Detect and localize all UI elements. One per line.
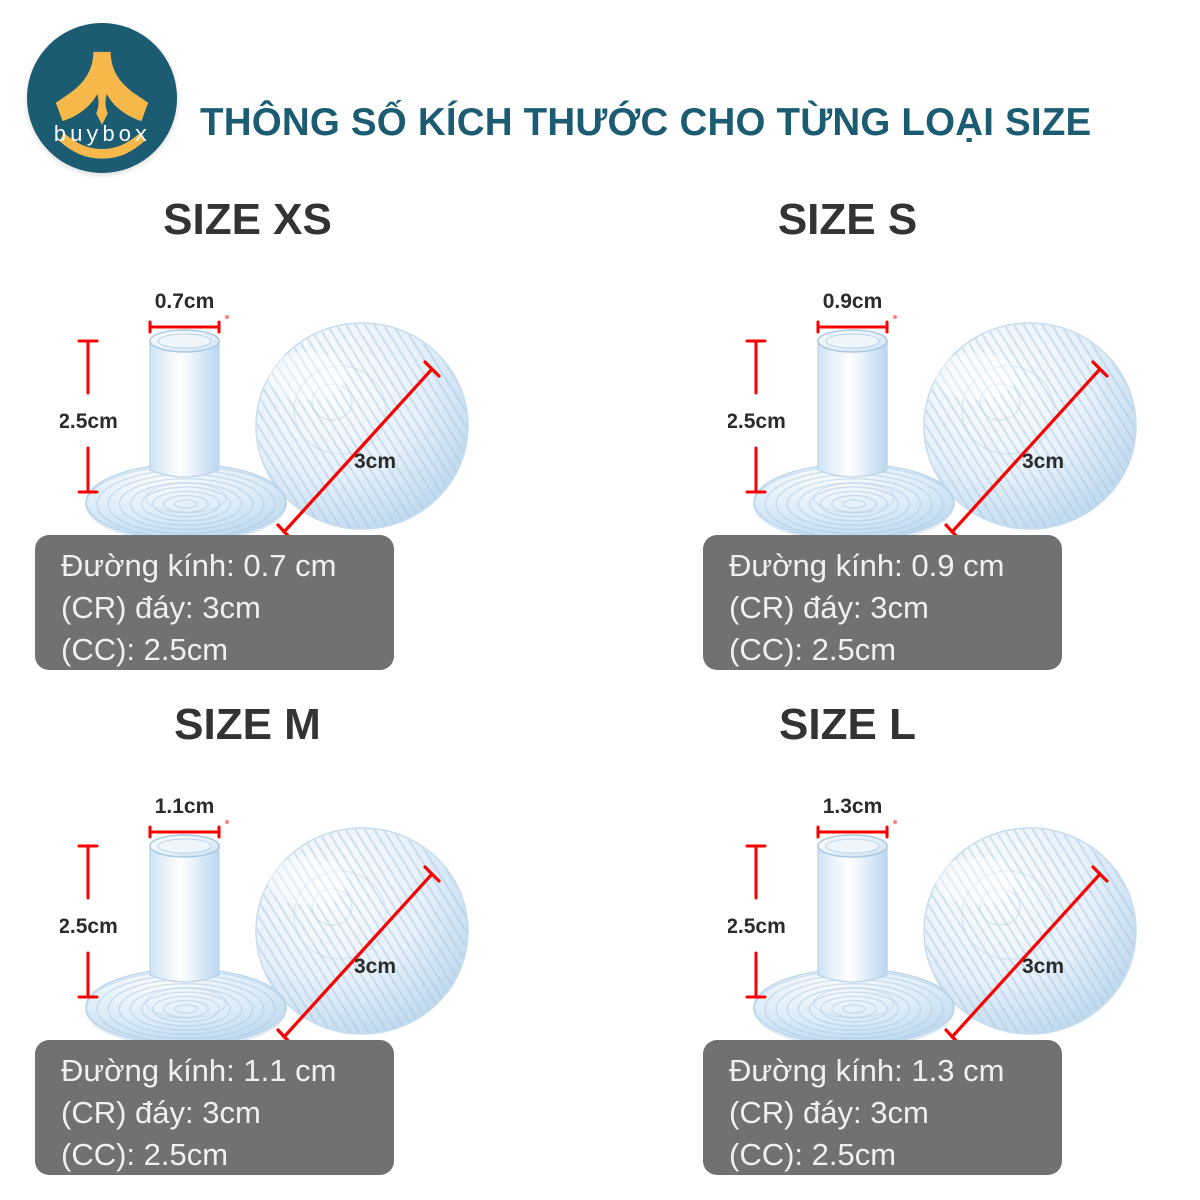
svg-text:3cm: 3cm <box>1022 450 1064 473</box>
svg-text:3cm: 3cm <box>354 450 396 473</box>
svg-text:0.7cm: 0.7cm <box>155 290 215 313</box>
svg-text:1.1cm: 1.1cm <box>155 795 215 818</box>
svg-text:2.5cm: 2.5cm <box>60 915 118 938</box>
svg-text:0.9cm: 0.9cm <box>823 290 883 313</box>
svg-text:2.5cm: 2.5cm <box>60 410 118 433</box>
svg-text:2.5cm: 2.5cm <box>728 915 786 938</box>
svg-text:3cm: 3cm <box>354 955 396 978</box>
svg-text:2.5cm: 2.5cm <box>728 410 786 433</box>
svg-text:1.3cm: 1.3cm <box>823 795 883 818</box>
svg-text:3cm: 3cm <box>1022 955 1064 978</box>
